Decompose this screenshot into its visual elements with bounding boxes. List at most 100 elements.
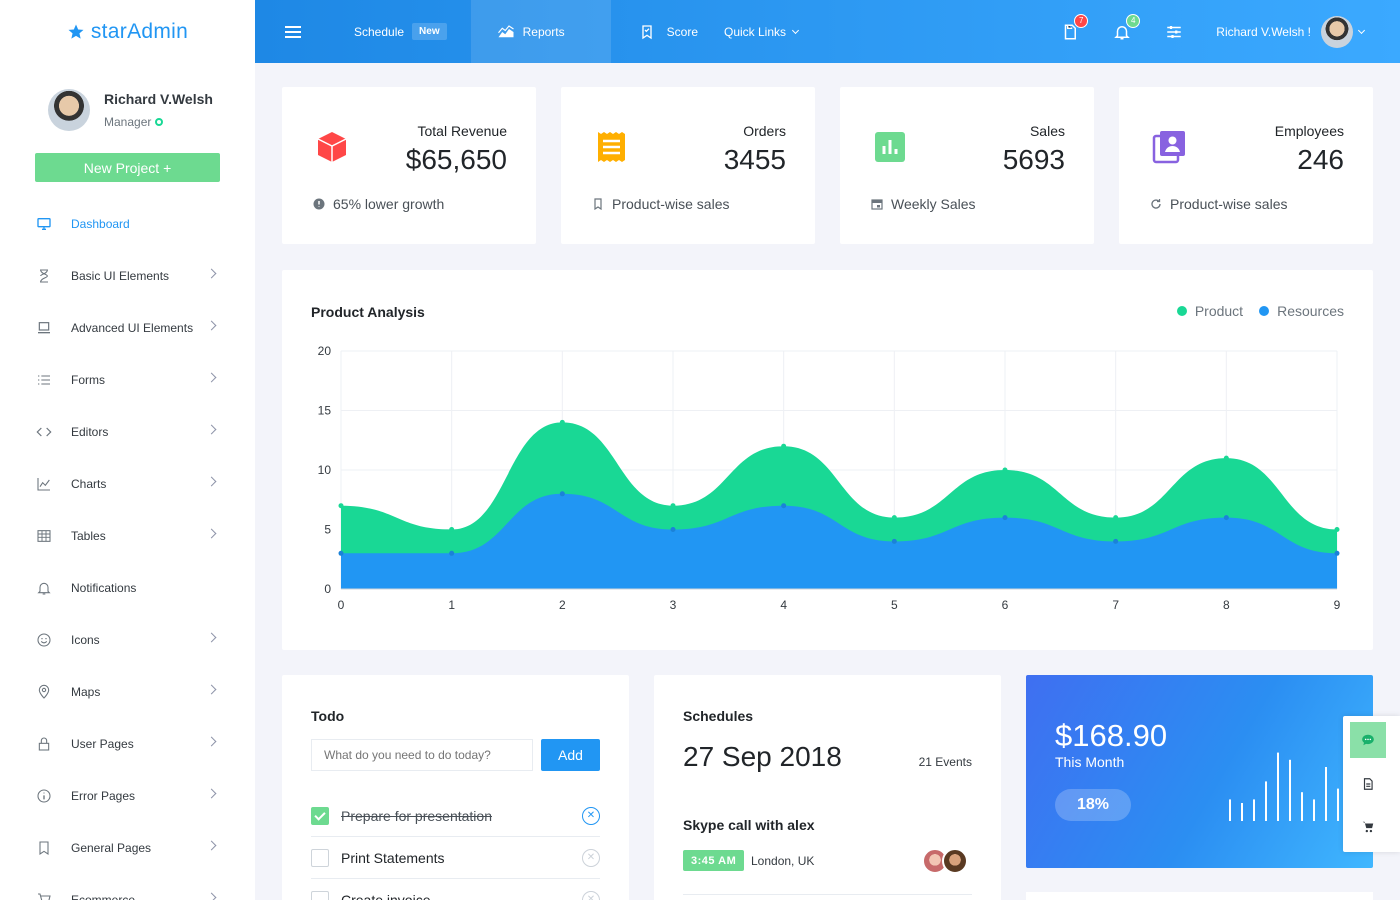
file-count-badge: 7 [1074, 13, 1089, 28]
x-tick-label: 9 [1334, 598, 1341, 612]
sidebar-item-maps[interactable]: Maps [0, 666, 255, 718]
top-user-name[interactable]: Richard V.Welsh ! [1216, 24, 1311, 39]
todo-text: Print Statements [341, 849, 445, 866]
sidebar-item-notifications[interactable]: Notifications [0, 562, 255, 614]
calendar-icon [871, 199, 883, 210]
chevron-right-icon [206, 528, 217, 539]
tune-icon[interactable] [1164, 22, 1184, 42]
legend-dot-icon [1176, 306, 1187, 316]
bookmark-icon [594, 198, 602, 210]
lock-icon [36, 736, 52, 752]
y-tick-label: 20 [318, 344, 332, 358]
sidebar-item-basic-ui-elements[interactable]: Basic UI Elements [0, 250, 255, 302]
avatar[interactable] [942, 848, 968, 874]
chevron-down-icon[interactable] [1357, 26, 1366, 34]
data-point-resources [1113, 538, 1119, 544]
x-tick-label: 3 [670, 598, 677, 612]
chevron-right-icon [206, 736, 217, 747]
sidebar-item-label: Forms [71, 373, 105, 387]
code-icon [36, 424, 52, 440]
chevron-down-icon [791, 26, 800, 34]
sidebar-item-label: Charts [71, 477, 107, 491]
chevron-right-icon [206, 372, 217, 383]
sidebar-item-forms[interactable]: Forms [0, 354, 255, 406]
todo-checkbox[interactable] [311, 890, 329, 900]
spark-bar [1301, 792, 1303, 821]
sidebar-item-icons[interactable]: Icons [0, 614, 255, 666]
sidebar-item-editors[interactable]: Editors [0, 406, 255, 458]
notification-count-badge: 4 [1126, 13, 1141, 28]
todo-item[interactable]: Create invoice ✕ [311, 879, 600, 900]
monitor-icon [36, 216, 52, 232]
info-icon [36, 788, 52, 804]
data-point-product [1002, 467, 1008, 473]
quick-links-dropdown[interactable]: Quick Links [724, 0, 800, 63]
remove-circle-icon[interactable]: ✕ [582, 890, 600, 900]
bookmark-check-icon [641, 24, 652, 39]
x-tick-label: 7 [1112, 598, 1119, 612]
data-point-resources [1002, 515, 1008, 521]
chat-icon[interactable] [1350, 722, 1386, 758]
brand-name: starAdmin [90, 19, 189, 43]
data-point-product [781, 443, 787, 449]
todo-item[interactable]: Print Statements ✕ [311, 837, 600, 879]
new-project-button[interactable]: New Project + [35, 153, 220, 182]
todo-add-button[interactable]: Add [541, 739, 600, 771]
schedule-date: 27 Sep 2018 [683, 741, 842, 772]
cube-icon [315, 130, 349, 164]
todo-item[interactable]: Prepare for presentation ✕ [311, 795, 600, 837]
y-tick-label: 0 [324, 582, 331, 596]
sidebar-item-error-pages[interactable]: Error Pages [0, 770, 255, 822]
data-point-product [559, 419, 565, 425]
sidebar-item-general-pages[interactable]: General Pages [0, 822, 255, 874]
profile[interactable]: Richard V.Welsh Manager [0, 63, 255, 143]
data-point-product [670, 503, 676, 509]
score-link[interactable]: Score [639, 0, 698, 63]
sidebar-item-tables[interactable]: Tables [0, 510, 255, 562]
spark-bar [1229, 799, 1231, 821]
series-area-resources [341, 493, 1337, 589]
cart-icon[interactable] [1350, 809, 1386, 845]
sidebar-item-label: Tables [71, 529, 106, 543]
stat-card-employees: Employees 246 Product-wise sales [1119, 87, 1373, 244]
schedule-link[interactable]: Schedule New [354, 0, 447, 63]
file-icon[interactable]: 7 [1060, 13, 1089, 42]
chevron-right-icon [206, 424, 217, 435]
sidebar-item-ecommerce[interactable]: Ecommerce [0, 874, 255, 900]
cart-icon [36, 892, 52, 900]
x-tick-label: 6 [1002, 598, 1009, 612]
todo-input[interactable] [311, 739, 533, 771]
sidebar-item-label: Icons [71, 633, 100, 647]
reports-link[interactable]: Reports [470, 0, 611, 63]
todo-text: Prepare for presentation [341, 807, 492, 824]
sidebar-item-label: Notifications [71, 581, 137, 595]
document-icon[interactable] [1350, 766, 1386, 802]
bell-icon[interactable]: 4 [1112, 13, 1141, 42]
new-badge: New [412, 23, 447, 40]
sidebar-item-dashboard[interactable]: Dashboard [0, 198, 255, 250]
sidebar-item-advanced-ui-elements[interactable]: Advanced UI Elements [0, 302, 255, 354]
brand-logo[interactable]: starAdmin [0, 0, 255, 63]
divider [683, 894, 972, 895]
sidebar-item-charts[interactable]: Charts [0, 458, 255, 510]
menu-toggle-icon[interactable] [285, 25, 301, 38]
legend-item-product[interactable]: Product [1176, 303, 1243, 319]
sidebar-item-label: Basic UI Elements [71, 269, 170, 283]
sidebar-item-user-pages[interactable]: User Pages [0, 718, 255, 770]
spark-bar [1253, 799, 1255, 821]
todo-text: Create invoice [341, 891, 431, 900]
user-avatar[interactable] [1321, 15, 1353, 48]
todo-checkbox[interactable] [311, 848, 329, 867]
profile-role: Manager [104, 115, 213, 129]
y-tick-label: 5 [324, 523, 331, 537]
event-title: Skype call with alex [683, 817, 815, 833]
legend-item-resources[interactable]: Resources [1259, 303, 1344, 319]
monthly-revenue-card: $168.90 This Month 18% [1026, 675, 1373, 868]
stat-title: Total Revenue [417, 123, 507, 139]
event-attendees [922, 848, 968, 874]
remove-circle-icon[interactable]: ✕ [582, 806, 600, 825]
todo-checkbox[interactable] [311, 806, 329, 825]
remove-circle-icon[interactable]: ✕ [582, 848, 600, 867]
data-point-resources [891, 538, 897, 544]
spark-bar [1325, 767, 1327, 821]
